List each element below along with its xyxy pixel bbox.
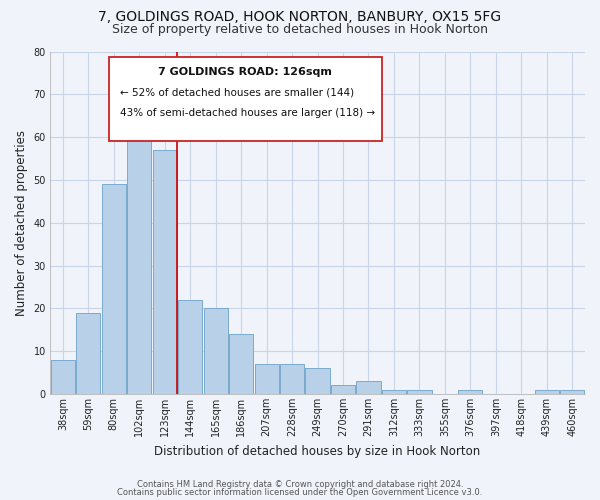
Bar <box>152 150 177 394</box>
Bar <box>407 390 431 394</box>
Bar <box>356 381 380 394</box>
FancyBboxPatch shape <box>109 56 382 140</box>
Text: ← 52% of detached houses are smaller (144): ← 52% of detached houses are smaller (14… <box>119 88 354 98</box>
Text: 7, GOLDINGS ROAD, HOOK NORTON, BANBURY, OX15 5FG: 7, GOLDINGS ROAD, HOOK NORTON, BANBURY, … <box>98 10 502 24</box>
Bar <box>127 116 151 394</box>
Bar <box>280 364 304 394</box>
Bar <box>458 390 482 394</box>
Text: Contains public sector information licensed under the Open Government Licence v3: Contains public sector information licen… <box>118 488 482 497</box>
Text: 43% of semi-detached houses are larger (118) →: 43% of semi-detached houses are larger (… <box>119 108 375 118</box>
Bar <box>305 368 329 394</box>
Bar <box>331 386 355 394</box>
Y-axis label: Number of detached properties: Number of detached properties <box>15 130 28 316</box>
Bar <box>535 390 559 394</box>
X-axis label: Distribution of detached houses by size in Hook Norton: Distribution of detached houses by size … <box>154 444 481 458</box>
Bar <box>51 360 75 394</box>
Bar <box>76 312 100 394</box>
Bar <box>560 390 584 394</box>
Text: Contains HM Land Registry data © Crown copyright and database right 2024.: Contains HM Land Registry data © Crown c… <box>137 480 463 489</box>
Text: Size of property relative to detached houses in Hook Norton: Size of property relative to detached ho… <box>112 22 488 36</box>
Bar <box>101 184 126 394</box>
Bar <box>254 364 279 394</box>
Text: 7 GOLDINGS ROAD: 126sqm: 7 GOLDINGS ROAD: 126sqm <box>158 67 332 77</box>
Bar <box>229 334 253 394</box>
Bar <box>382 390 406 394</box>
Bar <box>178 300 202 394</box>
Bar <box>203 308 228 394</box>
